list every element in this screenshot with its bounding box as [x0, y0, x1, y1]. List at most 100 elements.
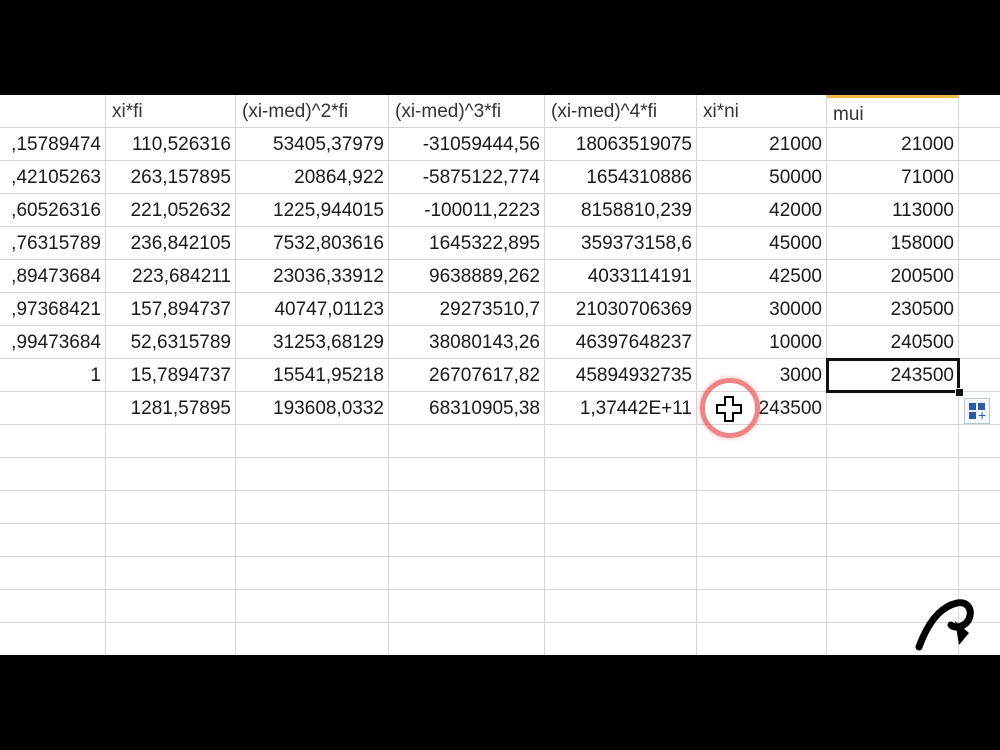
- cell-c-14[interactable]: [236, 557, 389, 590]
- cell-f-6[interactable]: 30000: [697, 293, 827, 326]
- cell-d-6[interactable]: 29273510,7: [389, 293, 545, 326]
- cell-d-13[interactable]: [389, 524, 545, 557]
- cell-g-5[interactable]: 200500: [827, 260, 959, 293]
- cell-g-4[interactable]: 158000: [827, 227, 959, 260]
- cell-e-8[interactable]: 45894932735: [545, 359, 697, 392]
- cell-b-15[interactable]: [106, 590, 236, 623]
- cell-b-16[interactable]: [106, 623, 236, 655]
- cell-h-14[interactable]: [959, 557, 1000, 590]
- cell-f-2[interactable]: 50000: [697, 161, 827, 194]
- cell-a-12[interactable]: [0, 491, 106, 524]
- cell-h-12[interactable]: [959, 491, 1000, 524]
- cell-g-13[interactable]: [827, 524, 959, 557]
- cell-a-11[interactable]: [0, 458, 106, 491]
- cell-c-11[interactable]: [236, 458, 389, 491]
- column-header-a[interactable]: [0, 95, 106, 128]
- cell-e-10[interactable]: [545, 425, 697, 458]
- cell-d-4[interactable]: 1645322,895: [389, 227, 545, 260]
- cell-f-9[interactable]: 243500: [697, 392, 827, 425]
- cell-e-16[interactable]: [545, 623, 697, 655]
- cell-d-14[interactable]: [389, 557, 545, 590]
- cell-g-10[interactable]: [827, 425, 959, 458]
- cell-c-1[interactable]: 53405,37979: [236, 128, 389, 161]
- cell-c-13[interactable]: [236, 524, 389, 557]
- cell-d-15[interactable]: [389, 590, 545, 623]
- cell-h-9[interactable]: [959, 392, 1000, 425]
- cell-b-9[interactable]: 1281,57895: [106, 392, 236, 425]
- cell-g-3[interactable]: 113000: [827, 194, 959, 227]
- cell-e-9[interactable]: 1,37442E+11: [545, 392, 697, 425]
- cell-c-16[interactable]: [236, 623, 389, 655]
- selected-cell-outline[interactable]: [826, 358, 960, 393]
- cell-d-12[interactable]: [389, 491, 545, 524]
- cell-e-2[interactable]: 1654310886: [545, 161, 697, 194]
- cell-c-9[interactable]: 193608,0332: [236, 392, 389, 425]
- cell-f-10[interactable]: [697, 425, 827, 458]
- cell-e-4[interactable]: 359373158,6: [545, 227, 697, 260]
- cell-h-4[interactable]: [959, 227, 1000, 260]
- cell-a-16[interactable]: [0, 623, 106, 655]
- cell-h-7[interactable]: [959, 326, 1000, 359]
- cell-d-11[interactable]: [389, 458, 545, 491]
- cell-h-1[interactable]: [959, 128, 1000, 161]
- cell-a-14[interactable]: [0, 557, 106, 590]
- cell-b-11[interactable]: [106, 458, 236, 491]
- fill-handle[interactable]: [955, 388, 964, 397]
- cell-a-15[interactable]: [0, 590, 106, 623]
- cell-f-14[interactable]: [697, 557, 827, 590]
- cell-g-7[interactable]: 240500: [827, 326, 959, 359]
- cell-d-9[interactable]: 68310905,38: [389, 392, 545, 425]
- cell-h-5[interactable]: [959, 260, 1000, 293]
- cell-b-13[interactable]: [106, 524, 236, 557]
- cell-f-15[interactable]: [697, 590, 827, 623]
- column-header-f[interactable]: xi*ni: [697, 95, 827, 128]
- cell-b-4[interactable]: 236,842105: [106, 227, 236, 260]
- cell-a-8[interactable]: 1: [0, 359, 106, 392]
- cell-c-7[interactable]: 31253,68129: [236, 326, 389, 359]
- cell-d-2[interactable]: -5875122,774: [389, 161, 545, 194]
- cell-h-15[interactable]: [959, 590, 1000, 623]
- cell-h-2[interactable]: [959, 161, 1000, 194]
- cell-d-7[interactable]: 38080143,26: [389, 326, 545, 359]
- column-header-e[interactable]: (xi-med)^4*fi: [545, 95, 697, 128]
- cell-c-3[interactable]: 1225,944015: [236, 194, 389, 227]
- cell-h-3[interactable]: [959, 194, 1000, 227]
- cell-e-12[interactable]: [545, 491, 697, 524]
- column-header-b[interactable]: xi*fi: [106, 95, 236, 128]
- cell-c-12[interactable]: [236, 491, 389, 524]
- cell-a-2[interactable]: ,42105263: [0, 161, 106, 194]
- cell-d-8[interactable]: 26707617,82: [389, 359, 545, 392]
- cell-a-6[interactable]: ,97368421: [0, 293, 106, 326]
- cell-b-12[interactable]: [106, 491, 236, 524]
- cell-f-7[interactable]: 10000: [697, 326, 827, 359]
- cell-g-11[interactable]: [827, 458, 959, 491]
- cell-b-10[interactable]: [106, 425, 236, 458]
- cell-e-11[interactable]: [545, 458, 697, 491]
- cell-h-11[interactable]: [959, 458, 1000, 491]
- cell-c-5[interactable]: 23036,33912: [236, 260, 389, 293]
- cell-e-13[interactable]: [545, 524, 697, 557]
- cell-e-5[interactable]: 4033114191: [545, 260, 697, 293]
- cell-a-10[interactable]: [0, 425, 106, 458]
- cell-a-9[interactable]: [0, 392, 106, 425]
- column-header-d[interactable]: (xi-med)^3*fi: [389, 95, 545, 128]
- column-header-h[interactable]: [959, 95, 1000, 128]
- cell-a-1[interactable]: ,15789474: [0, 128, 106, 161]
- cell-h-6[interactable]: [959, 293, 1000, 326]
- cell-g-6[interactable]: 230500: [827, 293, 959, 326]
- cell-h-10[interactable]: [959, 425, 1000, 458]
- cell-g-14[interactable]: [827, 557, 959, 590]
- cell-a-3[interactable]: ,60526316: [0, 194, 106, 227]
- cell-c-10[interactable]: [236, 425, 389, 458]
- cell-d-3[interactable]: -100011,2223: [389, 194, 545, 227]
- cell-h-8[interactable]: [959, 359, 1000, 392]
- cell-b-14[interactable]: [106, 557, 236, 590]
- cell-b-6[interactable]: 157,894737: [106, 293, 236, 326]
- cell-g-1[interactable]: 21000: [827, 128, 959, 161]
- cell-c-6[interactable]: 40747,01123: [236, 293, 389, 326]
- cell-f-1[interactable]: 21000: [697, 128, 827, 161]
- cell-b-2[interactable]: 263,157895: [106, 161, 236, 194]
- auto-fill-options-icon[interactable]: +: [964, 398, 990, 424]
- cell-b-1[interactable]: 110,526316: [106, 128, 236, 161]
- cell-d-10[interactable]: [389, 425, 545, 458]
